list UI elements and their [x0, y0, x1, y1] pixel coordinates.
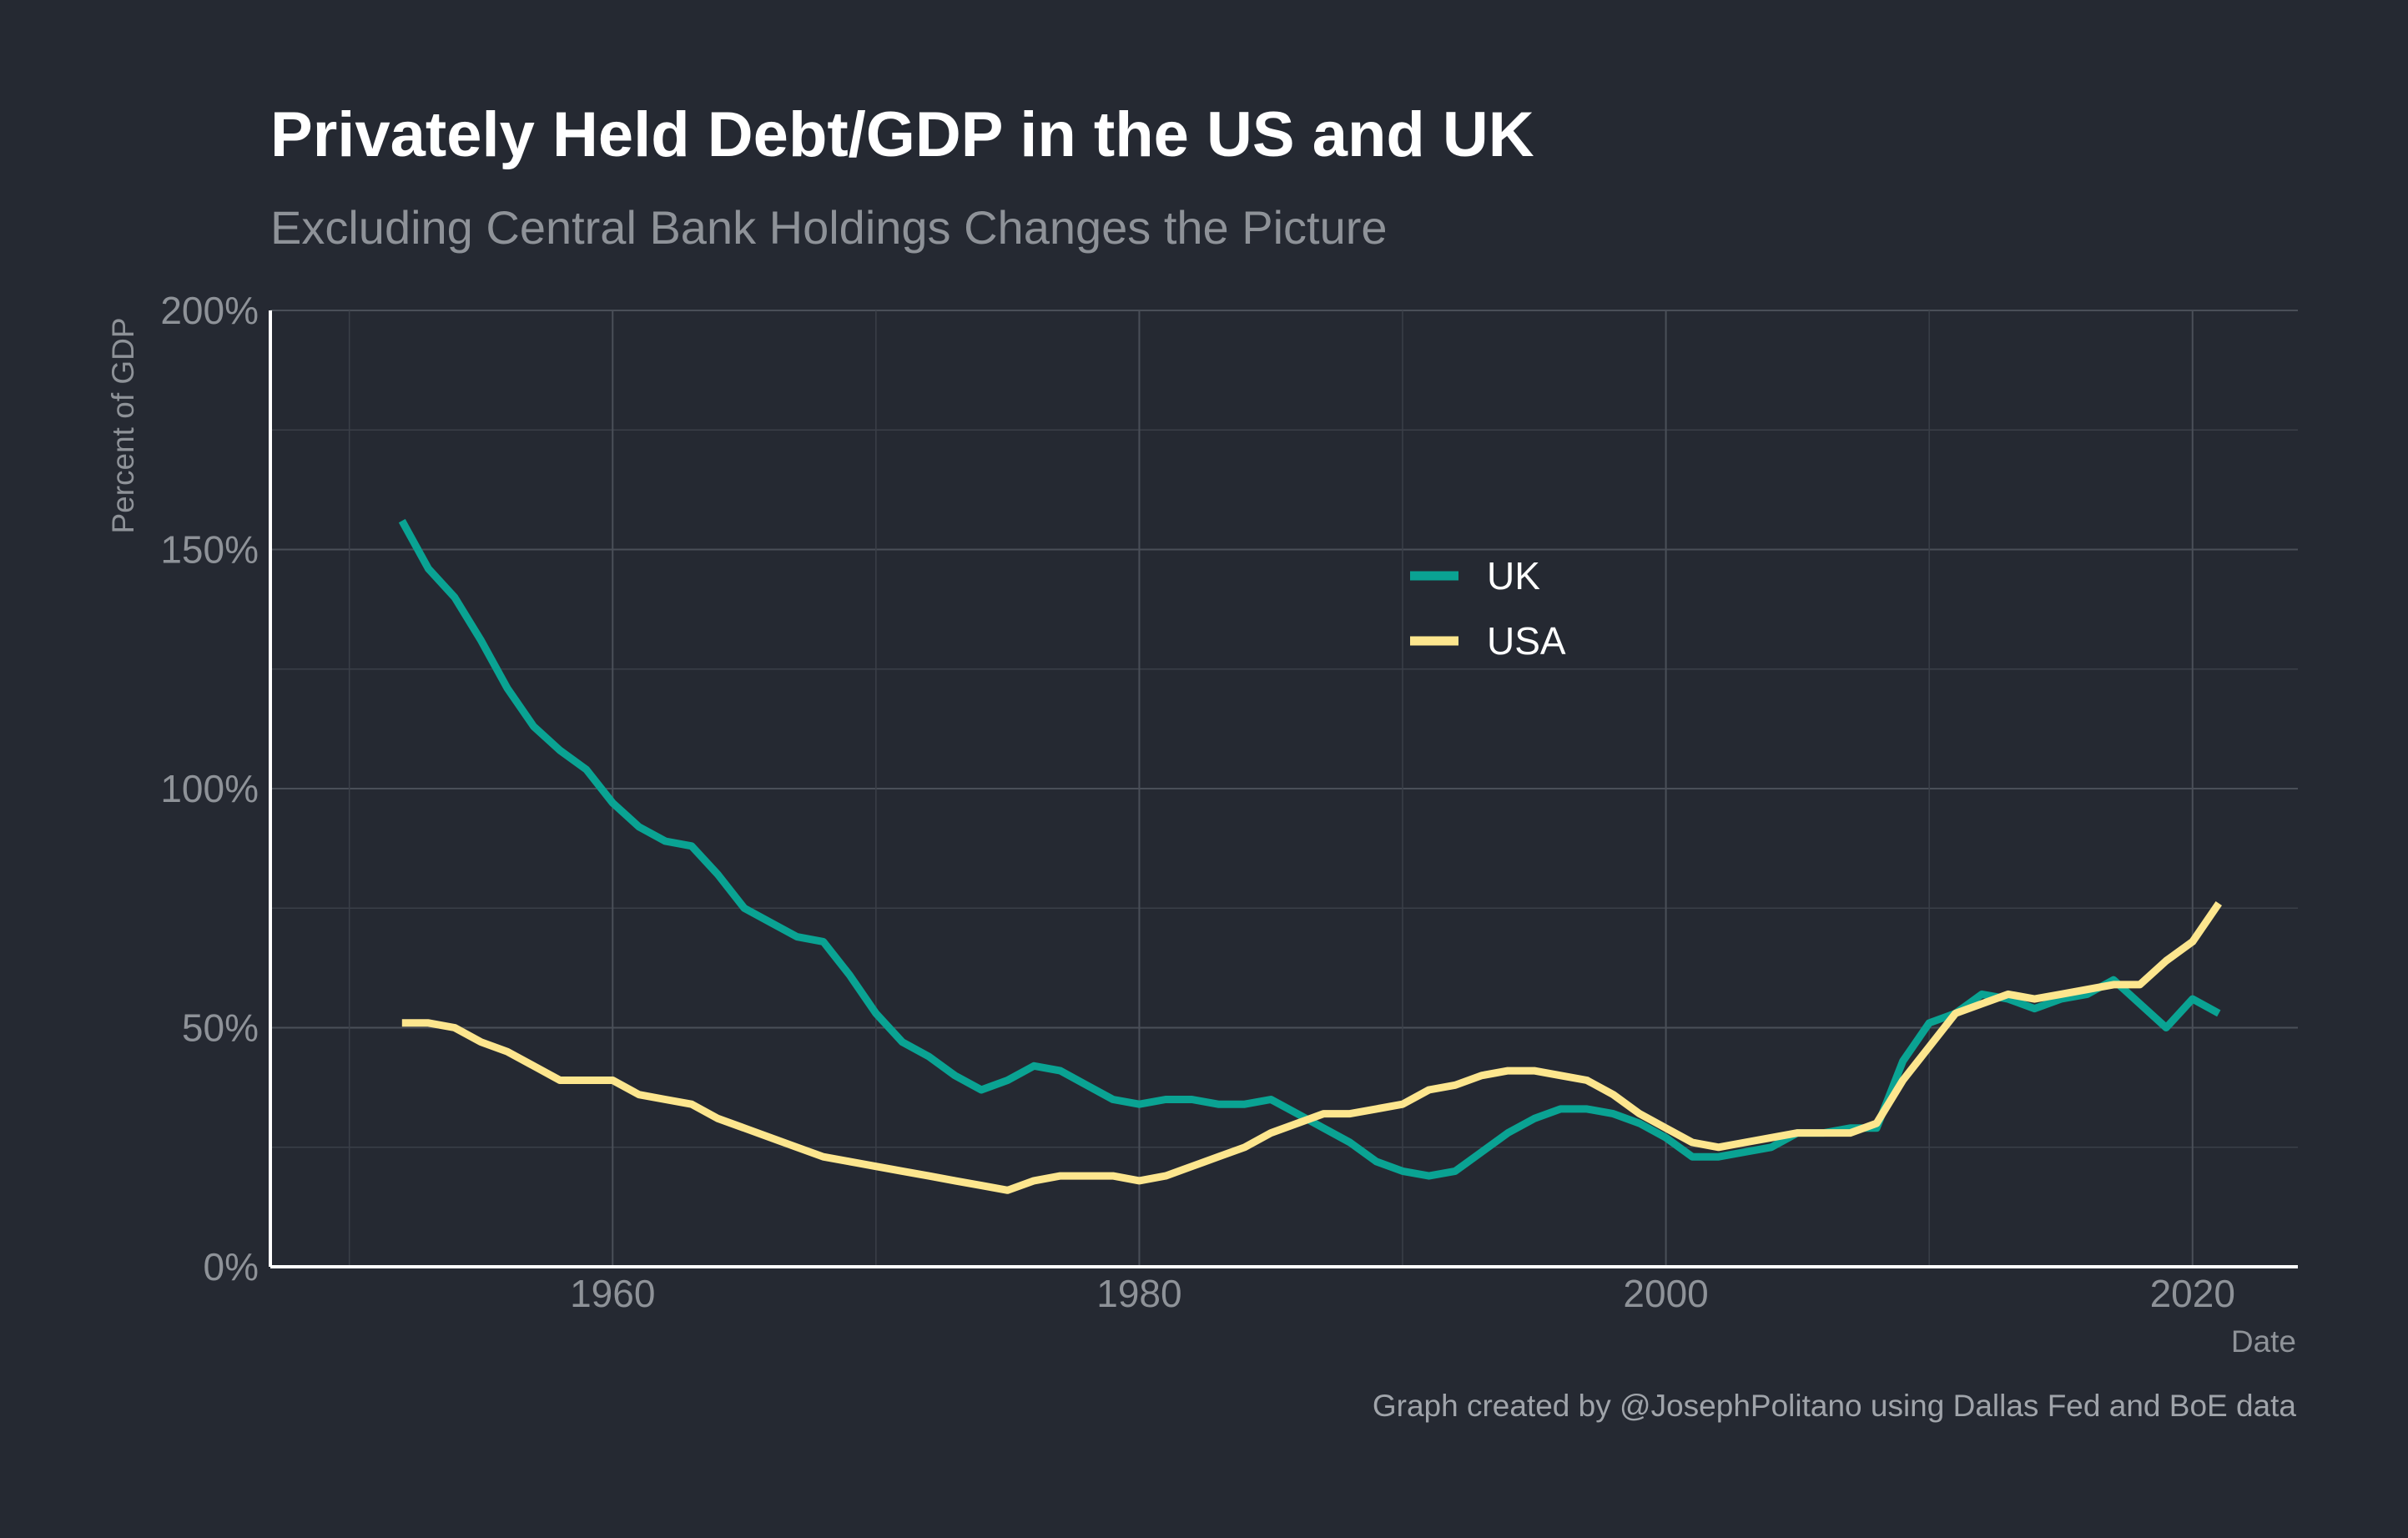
chart-caption: Graph created by @JosephPolitano using D… — [1372, 1389, 2296, 1423]
y-tick-label: 200% — [160, 289, 259, 332]
y-tick-label: 100% — [160, 767, 259, 810]
y-tick-label: 150% — [160, 528, 259, 572]
y-tick-labels: 0% 50% 100% 150% 200% — [160, 289, 259, 1288]
legend-label-uk: UK — [1487, 554, 1540, 598]
series-lines — [398, 518, 2223, 1194]
x-tick-label: 2020 — [2150, 1272, 2235, 1315]
x-tick-label: 1960 — [570, 1272, 655, 1315]
x-tick-label: 2000 — [1623, 1272, 1708, 1315]
grid — [270, 310, 2298, 1267]
y-tick-label: 50% — [182, 1006, 259, 1050]
x-axis-label: Date — [2231, 1324, 2296, 1359]
chart-title: Privately Held Debt/GDP in the US and UK — [270, 99, 1534, 170]
y-tick-label: 0% — [204, 1245, 259, 1288]
y-axis-label: Percent of GDP — [106, 317, 140, 533]
x-tick-label: 1980 — [1096, 1272, 1181, 1315]
legend-label-usa: USA — [1487, 619, 1566, 663]
x-tick-labels: 1960 1980 2000 2020 — [570, 1272, 2235, 1315]
legend: UK USA — [1410, 554, 1566, 663]
series-line-uk — [398, 518, 2221, 1180]
series-line-usa — [401, 900, 2223, 1194]
axes — [269, 310, 2298, 1268]
chart-subtitle: Excluding Central Bank Holdings Changes … — [270, 201, 1388, 254]
